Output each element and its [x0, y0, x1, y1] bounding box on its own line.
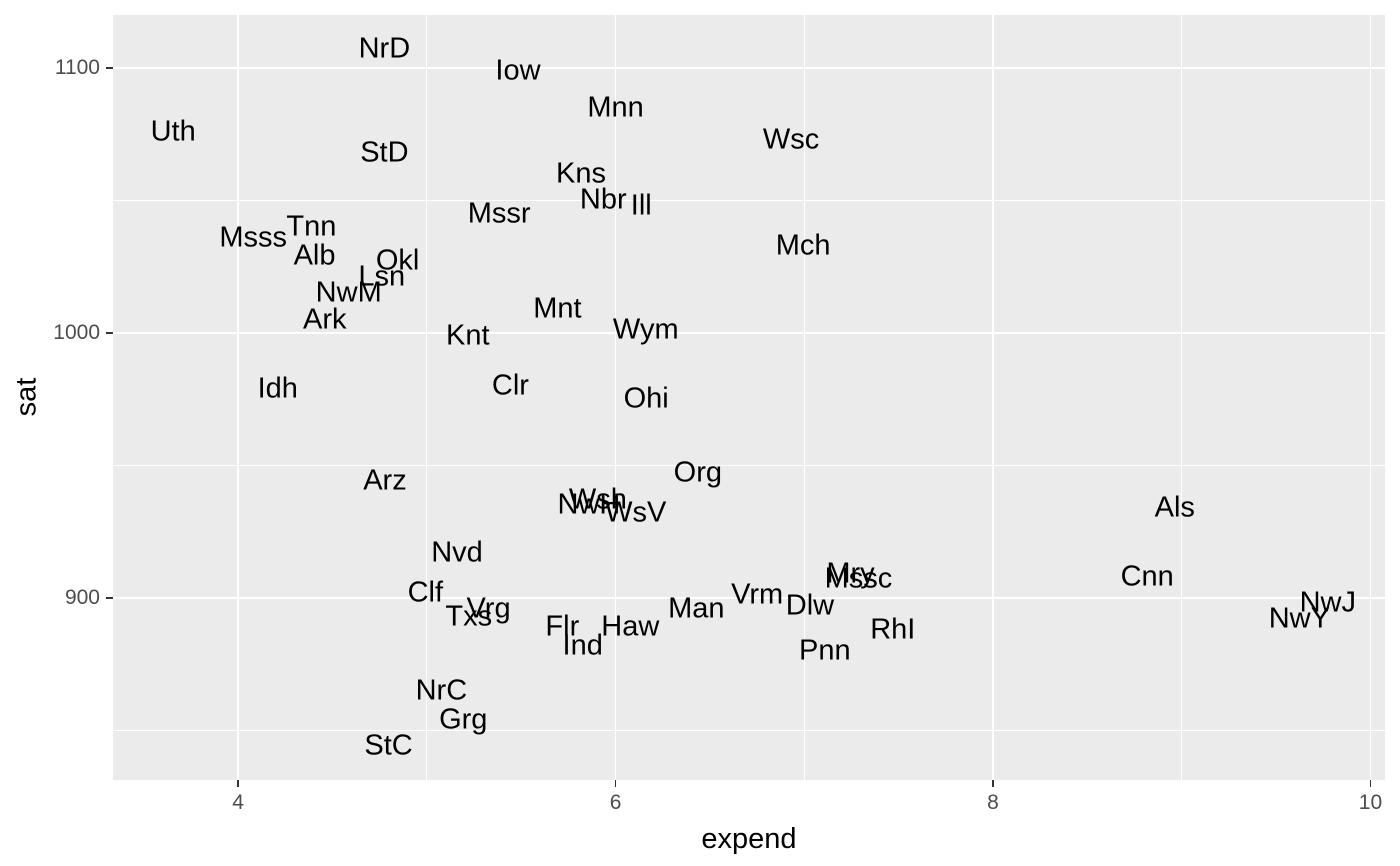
- state-label: Wsh: [568, 483, 627, 516]
- state-label: Ill: [630, 189, 652, 222]
- state-label: Arz: [363, 464, 407, 497]
- x-axis-tick: [992, 780, 994, 787]
- x-axis-tick: [1369, 780, 1372, 787]
- y-axis-tick-label: 900: [64, 586, 100, 610]
- y-minor-gridline: [113, 200, 1385, 201]
- state-label: WsV: [605, 496, 667, 529]
- state-label: Haw: [601, 610, 660, 643]
- state-label: Lsn: [358, 260, 406, 293]
- state-label: Flr: [545, 610, 580, 643]
- state-label: Mnt: [533, 292, 582, 325]
- state-label: NrD: [358, 32, 411, 65]
- state-label: Msss: [219, 221, 288, 254]
- state-label: Tnn: [286, 210, 337, 243]
- y-axis-tick: [106, 597, 113, 599]
- x-major-gridline: [992, 15, 994, 780]
- state-label: Ark: [302, 303, 347, 336]
- y-axis-tick: [106, 67, 113, 69]
- state-label: Mssr: [467, 197, 531, 230]
- x-axis-tick: [614, 780, 617, 787]
- x-axis-tick-label: 4: [232, 791, 244, 814]
- x-major-gridline: [237, 15, 239, 780]
- state-label: Wsc: [762, 123, 820, 156]
- state-label: Mch: [775, 229, 831, 262]
- state-label: Knt: [446, 319, 490, 352]
- state-label: Cnn: [1120, 560, 1174, 593]
- state-label: NwH: [557, 488, 621, 521]
- state-label: Org: [673, 456, 723, 489]
- x-axis-title: expend: [701, 823, 797, 855]
- state-label: NwM: [315, 276, 382, 309]
- state-label: Clr: [491, 369, 529, 402]
- y-axis-title: sat: [10, 377, 43, 417]
- state-label: Txs: [445, 600, 493, 632]
- plot-panel: Uth Msss Idh Tnn Alb Ark NwM Lsn NrD StD Arz StC Okl…: [113, 15, 1385, 780]
- state-label: Man: [668, 592, 725, 625]
- state-label: NwJ: [1299, 586, 1357, 619]
- y-major-gridline: [113, 67, 1385, 69]
- state-label: Mnn: [587, 91, 644, 124]
- x-major-gridline: [614, 15, 617, 780]
- state-label: StC: [364, 729, 413, 762]
- y-axis-tick: [106, 332, 113, 334]
- state-label: NwY: [1268, 602, 1330, 635]
- state-label: Nbr: [579, 183, 627, 216]
- x-minor-gridline: [426, 15, 428, 780]
- state-label: StD: [360, 136, 409, 169]
- state-label: Vrg: [466, 592, 511, 625]
- state-label: Kns: [556, 157, 607, 190]
- state-label: Vrm: [731, 578, 784, 611]
- x-major-gridline: [1369, 15, 1372, 780]
- state-label: Ind: [562, 629, 603, 662]
- state-label: Alb: [293, 239, 336, 272]
- state-label: Grg: [439, 703, 488, 736]
- state-label: Idh: [257, 372, 298, 405]
- state-label: RhI: [870, 613, 916, 646]
- state-label: Clf: [407, 576, 444, 609]
- state-label: Wym: [612, 313, 679, 346]
- x-minor-gridline: [1181, 15, 1183, 780]
- x-axis-tick-label: 10: [1358, 791, 1383, 814]
- state-label: Ohi: [623, 382, 669, 415]
- state-label: Iow: [495, 54, 541, 87]
- state-label: Mssc: [824, 562, 893, 595]
- state-label: Okl: [375, 244, 420, 277]
- y-axis-tick-label: 1000: [53, 321, 100, 345]
- state-label: Dlw: [785, 589, 835, 622]
- state-label: Nvd: [431, 536, 483, 569]
- y-minor-gridline: [113, 730, 1385, 731]
- state-label: Uth: [150, 115, 196, 148]
- state-label: Als: [1154, 491, 1195, 524]
- state-label: Pnn: [799, 634, 851, 667]
- state-label: NrC: [415, 674, 468, 707]
- x-minor-gridline: [803, 15, 805, 780]
- x-axis-tick: [237, 780, 239, 787]
- state-label: Mry: [826, 557, 875, 590]
- y-major-gridline: [113, 597, 1385, 599]
- x-axis-tick-label: 8: [987, 791, 999, 814]
- y-axis-tick-label: 1100: [54, 56, 100, 80]
- y-major-gridline: [113, 332, 1385, 334]
- y-minor-gridline: [113, 465, 1385, 466]
- x-axis-tick-label: 6: [609, 791, 622, 814]
